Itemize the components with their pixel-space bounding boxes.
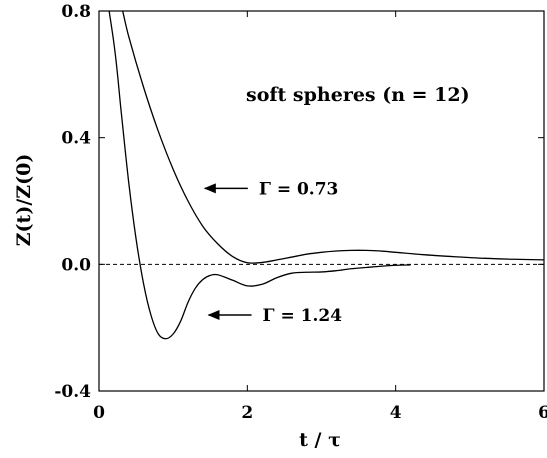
x-tick-label: 4 (390, 403, 402, 423)
curve-label-1: Γ = 0.73 (259, 179, 339, 199)
y-tick-label: 0.0 (61, 255, 91, 275)
x-tick-label: 6 (538, 403, 547, 423)
series-layer (108, 11, 544, 340)
plot-border (98, 10, 545, 392)
x-tick-label: 2 (241, 403, 253, 423)
y-tick-label: 0.4 (61, 129, 91, 149)
y-tick-label: -0.4 (54, 382, 91, 402)
annotation-soft-spheres: soft spheres (n = 12) (246, 84, 470, 106)
series-line-1 (122, 11, 544, 264)
plot-frame (98, 10, 545, 392)
curve-label-2: Γ = 1.24 (263, 306, 343, 326)
tick-layer: 0 2 4 6 -0.4 0.0 0.4 0.8 (54, 2, 547, 423)
series-line-2 (108, 11, 411, 340)
x-tick-label: 0 (93, 403, 105, 423)
x-axis-title: t / τ (299, 429, 341, 451)
label-layer: Γ = 0.73 Γ = 1.24 (203, 179, 343, 326)
y-tick-label: 0.8 (61, 2, 91, 22)
y-axis-title: Z(t)/Z(0) (13, 154, 35, 247)
